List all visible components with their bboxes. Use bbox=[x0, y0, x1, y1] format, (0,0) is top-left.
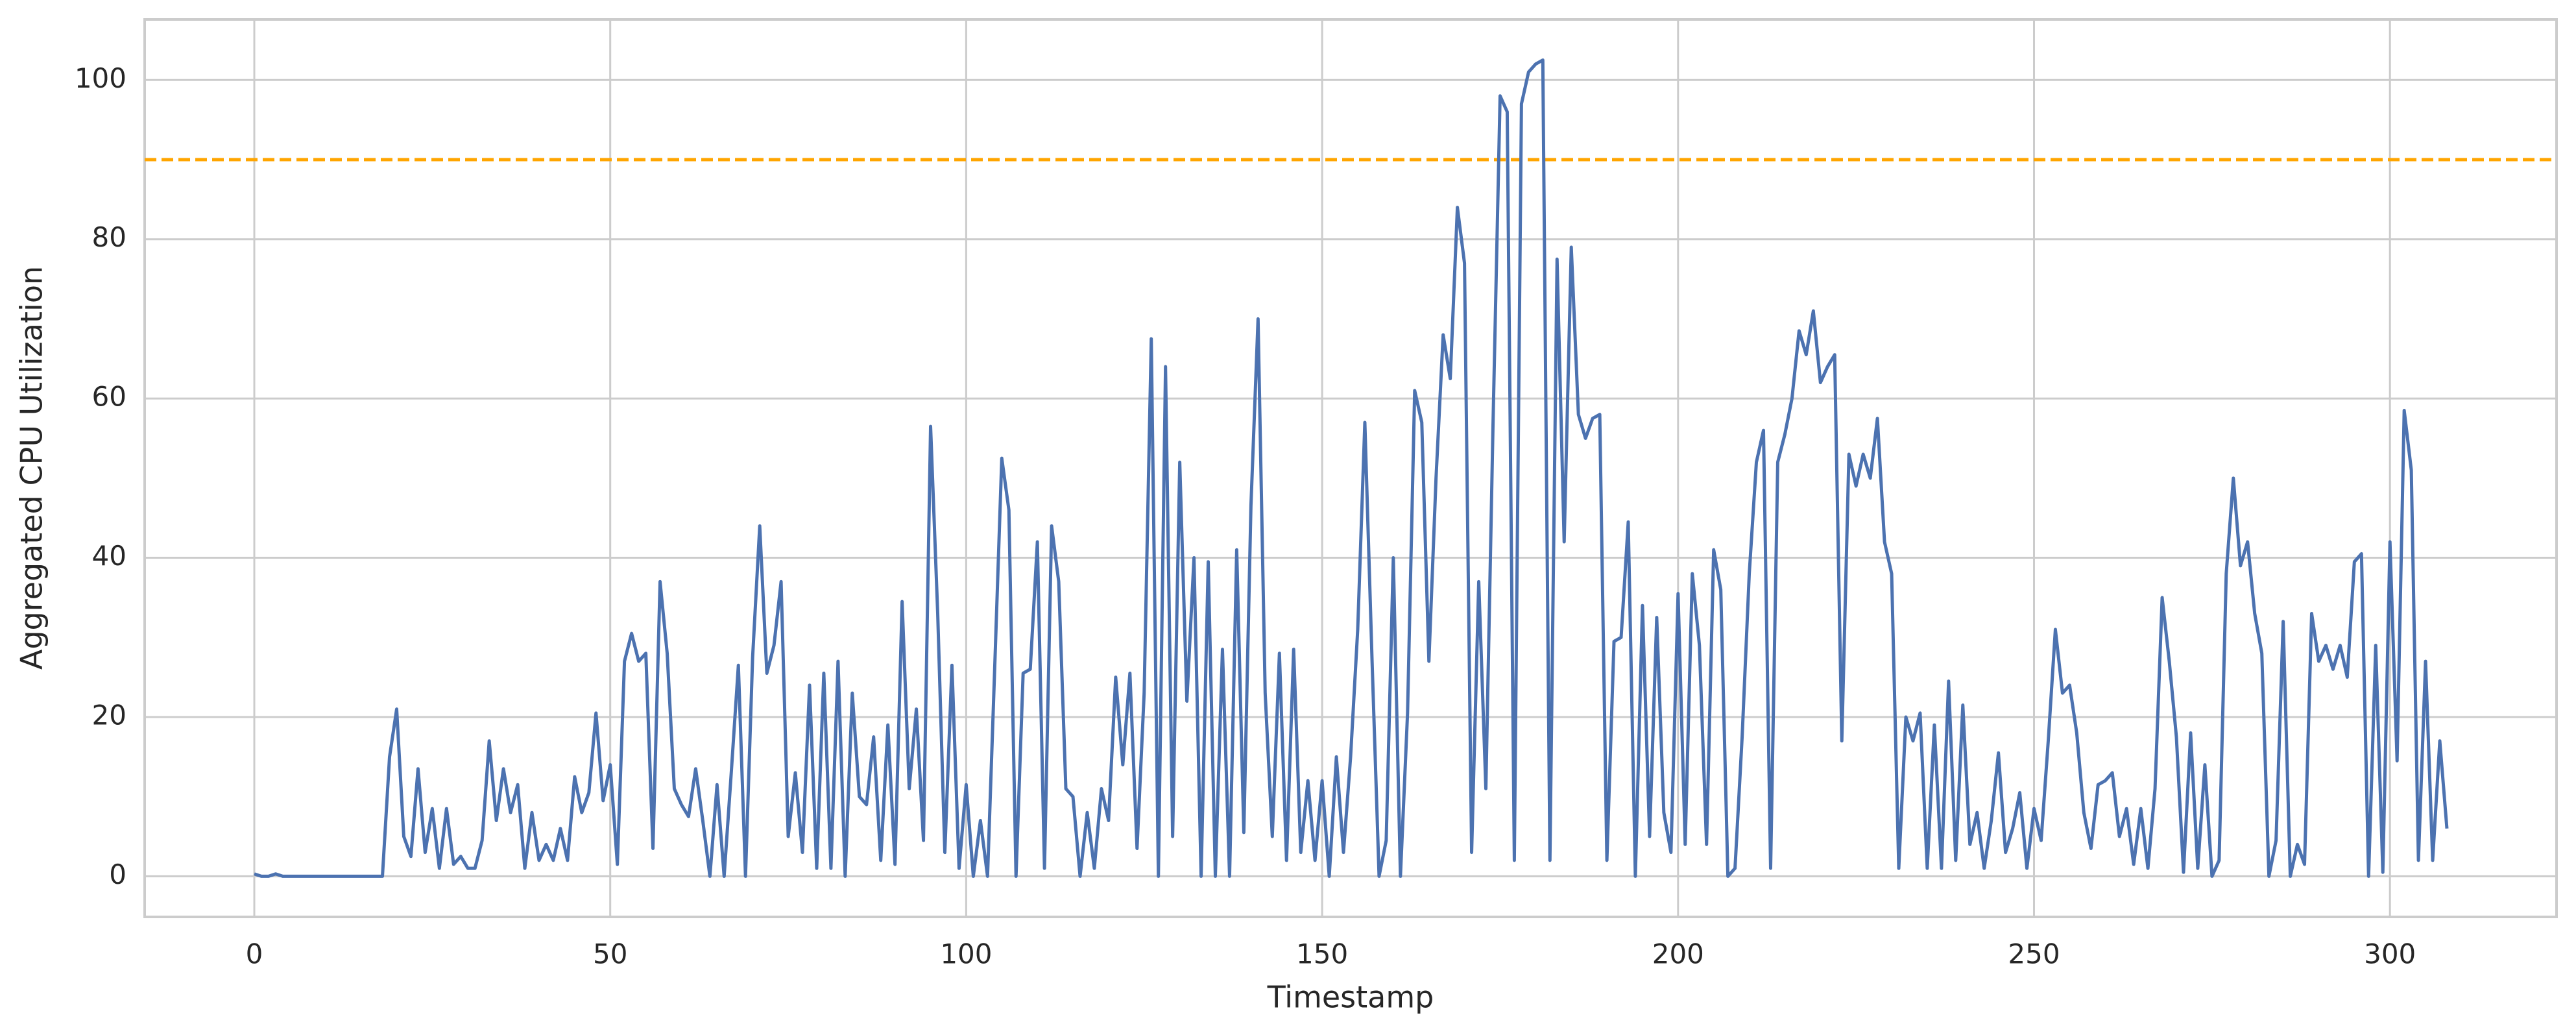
y-axis-label: Aggregated CPU Utilization bbox=[14, 266, 49, 670]
y-tick-label: 100 bbox=[75, 62, 126, 94]
y-tick-label: 40 bbox=[92, 540, 126, 572]
x-tick-label: 150 bbox=[1296, 938, 1348, 970]
y-tick-label: 20 bbox=[92, 699, 126, 731]
x-axis-label: Timestamp bbox=[1267, 980, 1434, 1015]
x-tick-label: 100 bbox=[940, 938, 992, 970]
x-tick-label: 0 bbox=[246, 938, 263, 970]
plot-frame bbox=[143, 18, 2558, 918]
x-tick-label: 300 bbox=[2364, 938, 2416, 970]
x-tick-label: 50 bbox=[593, 938, 627, 970]
data-line bbox=[254, 58, 2449, 878]
y-tick-label: 0 bbox=[109, 858, 126, 890]
y-tick-label: 60 bbox=[92, 381, 126, 413]
x-tick-label: 200 bbox=[1652, 938, 1704, 970]
x-tick-label: 250 bbox=[2008, 938, 2060, 970]
y-tick-label: 80 bbox=[92, 221, 126, 253]
